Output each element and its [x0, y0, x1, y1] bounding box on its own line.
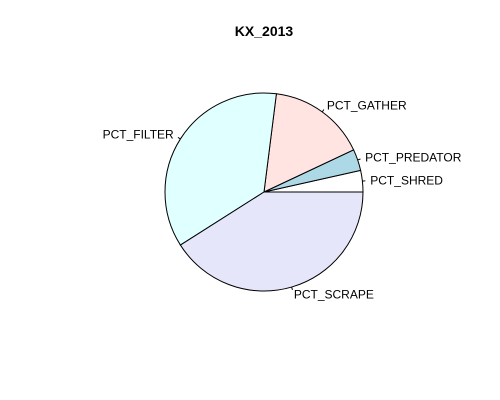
pie-leader-line — [321, 109, 325, 113]
pie-label-pct-predator: PCT_PREDATOR — [365, 150, 462, 164]
pie-label-pct-scrape: PCT_SCRAPE — [294, 288, 374, 302]
pie-labels: PCT_SHRED PCT_PREDATOR PCT_GATHER PCT_FILTE… — [103, 98, 462, 301]
pie-leader-line — [291, 286, 293, 291]
pie-label-pct-shred: PCT_SHRED — [370, 173, 443, 187]
pie-leader-line — [357, 158, 361, 161]
pie-slice-pct-scrape — [179, 191, 364, 292]
chart-title: KX_2013 — [235, 23, 294, 39]
pie-label-pct-gather: PCT_GATHER — [327, 98, 407, 112]
pie-leader-line — [177, 136, 181, 140]
pie-slices — [164, 92, 364, 292]
pie-slice-pct-gather — [263, 93, 355, 193]
pie-label-pct-filter: PCT_FILTER — [103, 128, 174, 142]
pie-slice-pct-filter — [164, 92, 277, 246]
